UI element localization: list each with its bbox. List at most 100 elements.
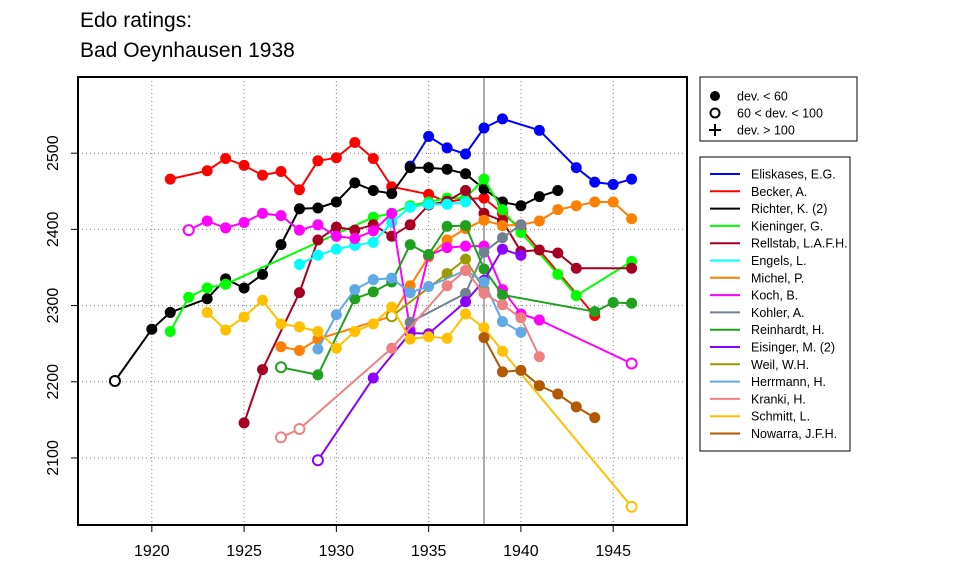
- legend-series-label: Eisinger, M. (2): [751, 341, 835, 355]
- data-point: [312, 343, 324, 355]
- data-point: [257, 268, 269, 280]
- series-group: [311, 243, 527, 467]
- data-point: [404, 287, 416, 299]
- series-group: [275, 265, 545, 444]
- data-point: [275, 165, 287, 177]
- legend-series-label: Richter, K. (2): [751, 202, 827, 216]
- data-point: [515, 219, 527, 231]
- data-point: [441, 198, 453, 210]
- series-group: [293, 196, 472, 270]
- data-point: [533, 124, 545, 136]
- data-point: [607, 196, 619, 208]
- data-point: [441, 242, 453, 254]
- data-point: [312, 155, 324, 167]
- data-point: [515, 364, 527, 376]
- data-point: [330, 342, 342, 354]
- series-line: [391, 258, 485, 317]
- legend-series-label: Kohler, A.: [751, 306, 805, 320]
- data-point: [367, 211, 379, 223]
- data-point-open: [293, 423, 306, 435]
- data-point: [552, 185, 564, 197]
- series-legend-box: [699, 156, 851, 452]
- data-point: [441, 220, 453, 232]
- data-point: [367, 372, 379, 384]
- data-point: [386, 207, 398, 219]
- data-point: [404, 162, 416, 174]
- data-point: [423, 331, 435, 343]
- data-point: [330, 221, 342, 233]
- chart-title-line-2: Bad Oeynhausen 1938: [80, 39, 295, 62]
- x-tick-label: 1940: [503, 543, 539, 560]
- legend-series-label: Eliskases, E.G.: [751, 168, 836, 182]
- series-group: [238, 185, 638, 429]
- data-point: [293, 321, 305, 333]
- data-point: [552, 204, 564, 216]
- data-point: [238, 217, 250, 229]
- data-point: [626, 297, 638, 309]
- chart-title-line-1: Edo ratings:: [80, 9, 193, 32]
- data-point: [496, 220, 508, 232]
- data-point: [533, 314, 545, 326]
- data-point: [496, 366, 508, 378]
- data-point: [293, 258, 305, 270]
- data-point: [626, 213, 638, 225]
- data-point: [423, 249, 435, 261]
- data-point: [478, 322, 490, 334]
- data-point: [570, 200, 582, 212]
- data-point: [626, 262, 638, 274]
- data-point: [607, 178, 619, 190]
- data-point: [460, 308, 472, 320]
- data-point: [330, 309, 342, 321]
- data-point: [496, 243, 508, 255]
- data-point: [330, 230, 342, 242]
- data-point: [478, 332, 490, 344]
- data-point: [312, 202, 324, 214]
- data-point: [460, 148, 472, 160]
- data-point: [441, 163, 453, 175]
- data-point: [146, 323, 158, 335]
- data-point: [533, 244, 545, 256]
- data-point-open: [275, 361, 287, 374]
- data-point: [533, 215, 545, 227]
- data-point: [441, 280, 453, 292]
- data-point: [349, 284, 361, 296]
- data-point: [478, 173, 490, 185]
- marker-legend-filled-circle-symbol: [710, 91, 720, 101]
- x-tick-label: 1920: [134, 543, 170, 560]
- series-line: [317, 248, 522, 461]
- legend-series-label: Koch, B.: [751, 289, 798, 303]
- data-point: [238, 417, 250, 429]
- x-tick-label: 1930: [319, 543, 355, 560]
- data-point: [460, 253, 472, 265]
- y-tick-label: 2500: [45, 135, 62, 171]
- data-point: [201, 165, 213, 177]
- data-point: [330, 196, 342, 208]
- data-point: [423, 188, 435, 200]
- data-point: [607, 297, 619, 309]
- x-tick-label: 1935: [411, 543, 447, 560]
- grid-lines: [78, 77, 687, 525]
- data-point: [293, 287, 305, 299]
- data-point: [589, 412, 601, 424]
- series-group: [312, 265, 527, 355]
- data-point: [330, 152, 342, 164]
- data-point: [423, 162, 435, 174]
- data-point: [164, 173, 176, 185]
- data-point: [460, 185, 472, 197]
- data-point: [404, 333, 416, 345]
- data-point: [312, 234, 324, 246]
- marker-legend-label: 60 < dev. < 100: [737, 107, 823, 121]
- data-point: [312, 249, 324, 261]
- data-point: [496, 232, 508, 244]
- y-tick-label: 2400: [45, 211, 62, 247]
- data-point: [460, 220, 472, 232]
- series-line: [299, 201, 466, 266]
- data-point: [201, 215, 213, 227]
- marker-legend: dev. < 60 60 < dev. < 100 dev. > 100: [699, 76, 858, 142]
- data-point: [478, 246, 490, 258]
- data-point: [496, 345, 508, 357]
- data-point: [460, 240, 472, 252]
- series-group: [404, 113, 638, 190]
- data-point-open: [625, 500, 638, 513]
